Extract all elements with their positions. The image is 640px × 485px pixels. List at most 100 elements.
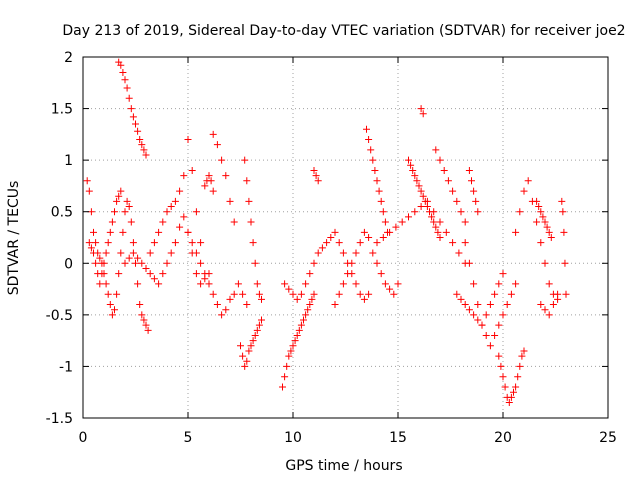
data-point [499,270,507,278]
series-sat-r [417,105,427,118]
data-point [184,136,192,144]
data-point [119,68,127,76]
data-point [119,228,127,236]
data-point [453,197,461,205]
data-point [142,321,150,329]
data-point [455,249,463,257]
data-point [258,295,265,303]
data-point [499,373,507,381]
data-point [541,218,549,226]
data-point [293,295,301,303]
data-point [289,290,297,298]
series-sat-g [209,130,238,226]
data-point [537,208,545,216]
data-point [514,373,522,381]
data-point [150,275,158,283]
data-point [176,187,184,195]
data-point [249,239,257,247]
data-point [138,311,146,319]
data-point [386,285,394,293]
data-point [371,166,379,174]
data-point [453,290,461,298]
data-point [213,301,221,309]
data-point [285,285,293,293]
data-point [461,301,469,309]
data-point [167,249,175,257]
data-point [241,362,249,370]
data-point [419,192,427,200]
data-point [138,141,146,149]
data-point [394,280,402,288]
series-sat-i [237,316,265,370]
data-point [344,270,352,278]
data-point [533,218,541,226]
data-point [205,172,213,180]
data-point [434,228,442,236]
data-point [419,110,427,118]
data-point [510,388,517,396]
data-point [512,383,520,391]
data-point [562,290,570,298]
x-tick-label: 0 [79,430,88,446]
data-point [461,239,469,247]
data-point [90,228,97,236]
data-point [442,228,450,236]
data-point [365,136,373,144]
data-point [444,177,452,185]
data-point [192,270,200,278]
data-point [138,259,146,267]
data-point [465,166,473,174]
series-sat-q [405,156,444,241]
data-point [470,187,478,195]
data-point [365,290,373,298]
data-point [222,172,230,180]
data-point [132,120,139,128]
data-point [129,239,137,247]
data-point [171,197,179,205]
data-point [535,203,543,211]
data-point [96,280,104,288]
data-point [375,187,383,195]
data-point [516,208,524,216]
data-point [348,259,356,267]
data-point [379,234,387,241]
data-point [253,326,261,334]
series-sat-n [331,228,402,309]
data-point [239,352,247,360]
data-point [314,177,322,185]
grid-layer [83,57,608,418]
data-point [163,259,171,267]
data-point [132,259,139,267]
data-point [176,223,184,231]
data-point [461,218,469,226]
data-point [377,197,385,205]
data-point [381,218,389,226]
data-point [310,166,318,174]
data-point [405,213,412,221]
series-sat-l [281,228,373,303]
data-point [239,290,247,298]
data-point [129,249,137,257]
data-point [482,331,490,339]
data-point [423,203,431,211]
data-point [117,249,125,257]
data-point [163,208,171,216]
data-point [495,352,503,360]
data-point [541,259,549,267]
data-point [245,197,253,205]
data-point [554,290,562,298]
data-point [96,254,104,262]
data-point [201,182,209,190]
x-tick-label: 10 [284,430,302,446]
data-point [123,84,131,92]
data-point [381,280,389,288]
data-point [291,337,299,345]
data-point [533,197,541,205]
y-tick-label: -1.5 [46,411,73,427]
data-point [87,244,95,252]
data-point [558,197,566,205]
data-point [121,208,129,216]
data-point [314,249,322,257]
data-point [226,197,234,205]
chart-title: Day 213 of 2019, Sidereal Day-to-day VTE… [62,23,625,39]
